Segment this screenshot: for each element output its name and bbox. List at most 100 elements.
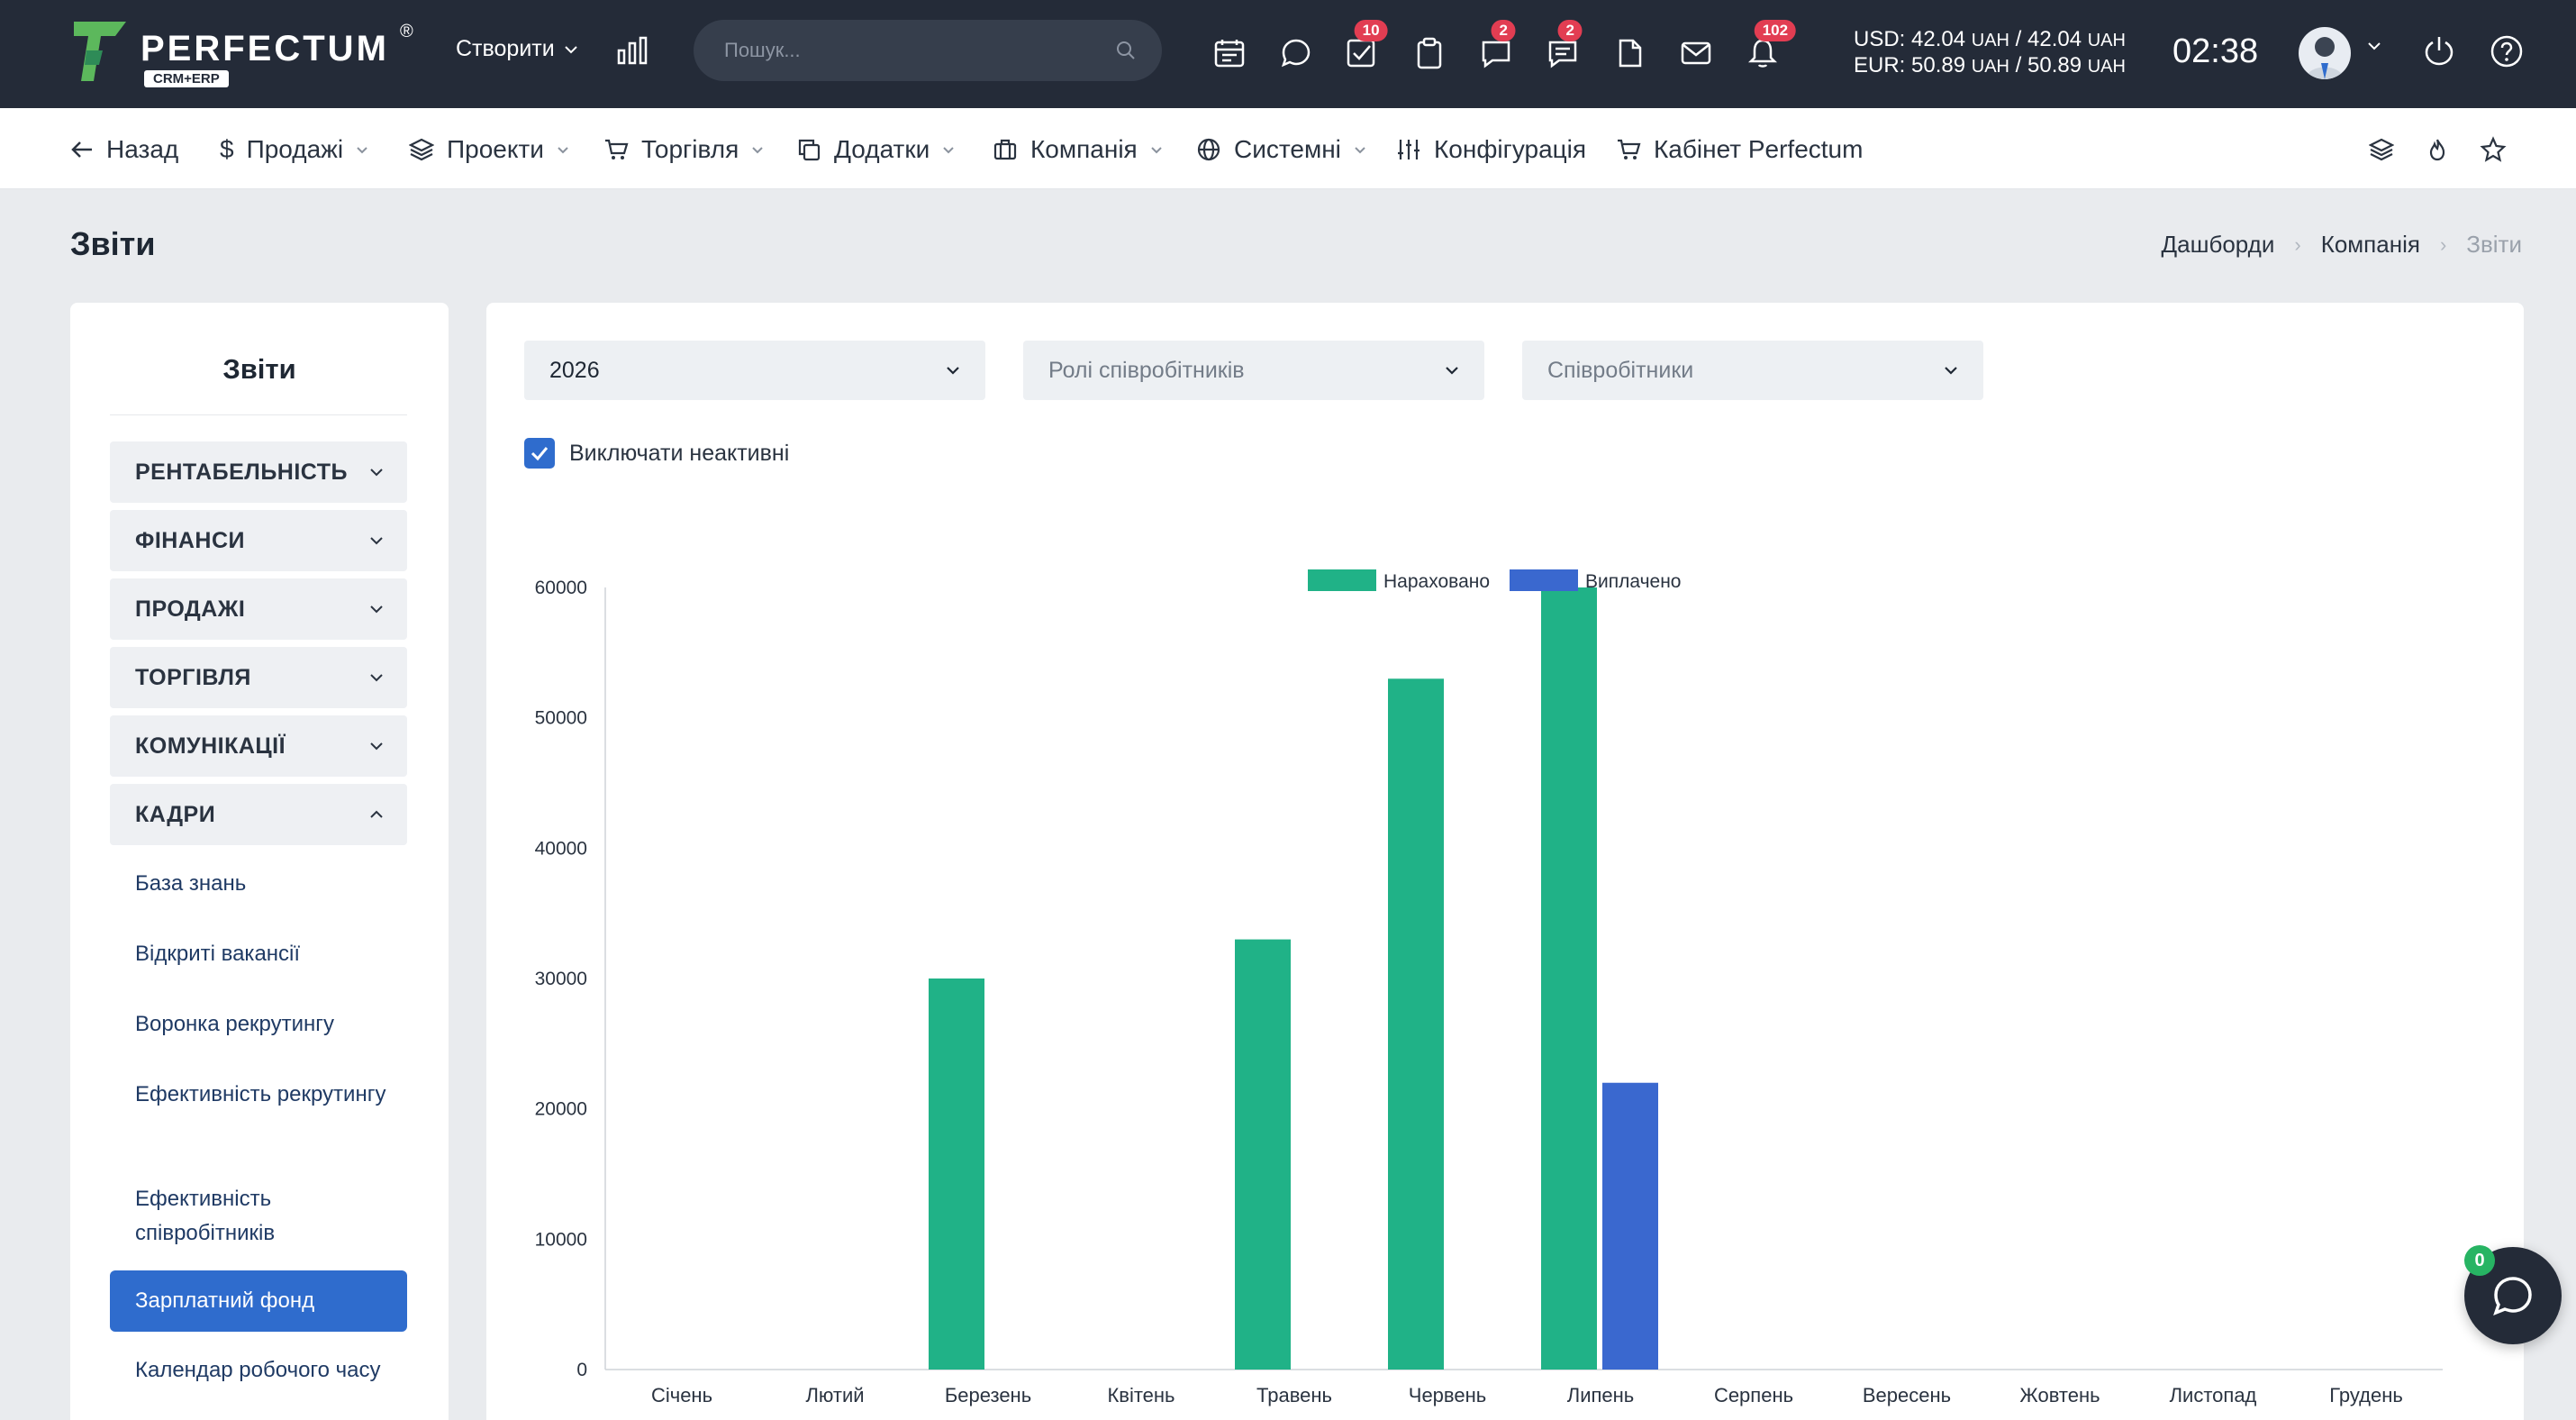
notifications-badge: 102 xyxy=(1754,20,1797,41)
sidebar-item-open-vacancies[interactable]: Відкриті вакансії xyxy=(135,942,301,966)
category-finance[interactable]: ФІНАНСИ xyxy=(110,510,407,571)
chevron-down-icon xyxy=(1151,146,1162,153)
logo-registered: ® xyxy=(400,22,413,41)
exclude-inactive-checkbox[interactable] xyxy=(524,438,555,469)
y-tick-label: 10000 xyxy=(535,1229,587,1250)
comments-icon[interactable]: 2 xyxy=(1477,20,1516,72)
breadcrumb-dashboards[interactable]: Дашборди xyxy=(2161,231,2275,258)
chevron-down-icon xyxy=(370,537,383,545)
year-select[interactable]: 2026 xyxy=(524,341,985,400)
clipboard-icon[interactable] xyxy=(1410,34,1448,72)
bell-icon[interactable]: 102 xyxy=(1744,20,1797,72)
sidebar-item-knowledge-base[interactable]: База знань xyxy=(135,871,247,896)
chevron-down-icon xyxy=(1446,367,1458,375)
tasks-icon[interactable]: 10 xyxy=(1342,20,1388,72)
category-sales[interactable]: ПРОДАЖІ xyxy=(110,578,407,640)
chevron-up-icon xyxy=(370,810,383,818)
exclude-inactive-label: Виключати неактивні xyxy=(569,440,790,466)
chevron-down-icon xyxy=(564,45,577,53)
nav-sales[interactable]: $ Продажі xyxy=(220,132,368,168)
category-trade[interactable]: ТОРГІВЛЯ xyxy=(110,647,407,708)
document-icon[interactable] xyxy=(1610,34,1648,72)
logo-text: PERFECTUM xyxy=(141,29,389,68)
chevron-down-icon xyxy=(1355,146,1365,153)
chat-icon[interactable] xyxy=(1277,34,1315,72)
nav-back[interactable]: Назад xyxy=(70,132,178,168)
cart-icon xyxy=(1618,139,1641,159)
sidebar-item-employee-efficiency[interactable]: Ефективність співробітників xyxy=(135,1187,276,1245)
report-panel: 2026 Ролі співробітників Співробітники В… xyxy=(486,303,2524,1420)
y-tick-label: 20000 xyxy=(535,1099,587,1120)
sidebar-item-recruiting-efficiency[interactable]: Ефективність рекрутингу xyxy=(135,1082,386,1106)
chevron-right-icon: › xyxy=(2439,232,2447,256)
nav-cabinet[interactable]: Кабінет Perfectum xyxy=(1616,132,1863,168)
nav-projects[interactable]: Проекти xyxy=(409,132,569,168)
create-button[interactable]: Створити xyxy=(456,36,578,62)
chevron-down-icon xyxy=(558,146,568,153)
x-tick-label: Червень xyxy=(1409,1384,1486,1406)
briefcase-icon xyxy=(993,139,1017,160)
power-icon[interactable] xyxy=(2423,34,2455,71)
nav-trade[interactable]: Торгівля xyxy=(603,132,764,168)
messages-icon[interactable]: 2 xyxy=(1544,20,1583,72)
year-value: 2026 xyxy=(549,357,600,383)
y-tick-label: 60000 xyxy=(535,578,587,598)
layers-icon[interactable] xyxy=(2363,132,2399,168)
stats-icon[interactable] xyxy=(616,34,649,71)
category-hr[interactable]: КАДРИ xyxy=(110,784,407,845)
main-nav: Назад $ Продажі Проекти Торгівля Додатки… xyxy=(0,108,2576,189)
sidebar-item-payroll-fund[interactable]: Зарплатний фонд xyxy=(110,1270,407,1332)
user-photo-icon xyxy=(2306,37,2344,79)
top-bar: PERFECTUM ® CRM+ERP Створити 10 2 2 xyxy=(0,0,2576,108)
flame-icon[interactable] xyxy=(2419,132,2455,168)
breadcrumb-current: Звіти xyxy=(2466,231,2522,258)
nav-company[interactable]: Компанія xyxy=(993,132,1163,168)
sidebar-item-recruiting-funnel[interactable]: Воронка рекрутингу xyxy=(135,1012,335,1036)
x-tick-label: Березень xyxy=(945,1384,1031,1406)
exclude-inactive-row: Виключати неактивні xyxy=(524,438,789,469)
search-icon[interactable] xyxy=(1115,40,1137,61)
x-tick-label: Січень xyxy=(651,1384,712,1406)
nav-addons[interactable]: Додатки xyxy=(796,132,955,168)
x-tick-label: Квітень xyxy=(1107,1384,1175,1406)
breadcrumb: Дашборди › Компанія › Звіти xyxy=(2162,231,2522,259)
mail-icon[interactable] xyxy=(1677,34,1715,72)
tasks-badge: 10 xyxy=(1354,20,1388,41)
breadcrumb-company[interactable]: Компанія xyxy=(2320,231,2420,258)
chevron-down-icon xyxy=(357,146,367,153)
calendar-icon[interactable] xyxy=(1211,34,1248,72)
legend-label-paid: Виплачено xyxy=(1585,571,1681,592)
chevron-down-icon xyxy=(370,605,383,614)
check-icon xyxy=(531,447,549,461)
category-communications[interactable]: КОМУНІКАЦІЇ xyxy=(110,715,407,777)
roles-select[interactable]: Ролі співробітників xyxy=(1023,341,1484,400)
chevron-down-icon xyxy=(370,742,383,751)
y-tick-label: 0 xyxy=(576,1360,587,1380)
dollar-icon: $ xyxy=(220,135,234,163)
globe-icon xyxy=(1197,138,1220,161)
search-input[interactable] xyxy=(724,34,1102,67)
nav-system[interactable]: Системні xyxy=(1196,132,1366,168)
star-icon[interactable] xyxy=(2475,132,2511,168)
logo[interactable]: PERFECTUM ® CRM+ERP xyxy=(68,18,429,94)
bar-accrued xyxy=(929,979,984,1370)
x-tick-label: Листопад xyxy=(2170,1384,2257,1406)
layers-icon xyxy=(409,138,434,161)
nav-config[interactable]: Конфігурація xyxy=(1396,132,1586,168)
chevron-down-icon[interactable] xyxy=(2367,41,2381,50)
chevron-down-icon xyxy=(752,146,763,153)
chevron-right-icon: › xyxy=(2294,232,2301,256)
avatar[interactable] xyxy=(2299,27,2351,79)
clock: 02:38 xyxy=(2172,32,2259,70)
legend-swatch-paid xyxy=(1510,569,1578,591)
employees-select[interactable]: Співробітники xyxy=(1522,341,1983,400)
x-tick-label: Жовтень xyxy=(2019,1384,2100,1406)
category-profitability[interactable]: РЕНТАБЕЛЬНІСТЬ xyxy=(110,441,407,503)
sidebar-item-work-calendar[interactable]: Календар робочого часу xyxy=(135,1358,381,1382)
divider xyxy=(110,414,407,415)
chevron-down-icon xyxy=(947,367,959,375)
bar-accrued xyxy=(1235,939,1291,1370)
x-tick-label: Липень xyxy=(1567,1384,1635,1406)
help-icon[interactable] xyxy=(2490,34,2524,73)
arrow-left-icon xyxy=(71,141,92,158)
